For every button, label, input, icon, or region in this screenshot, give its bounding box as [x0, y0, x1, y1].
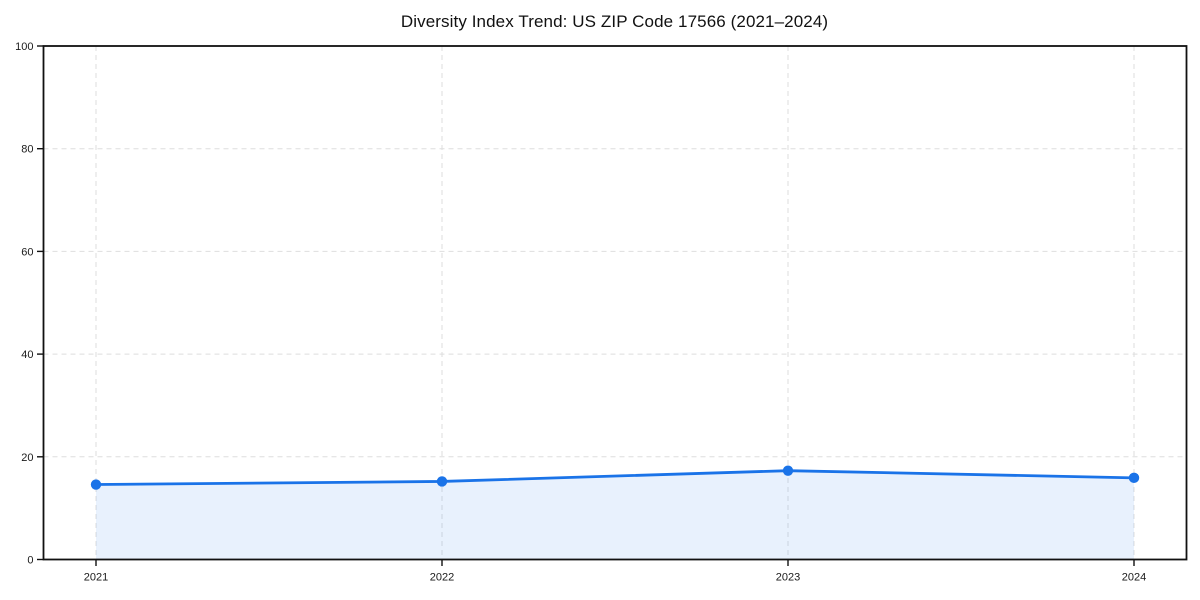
x-tick-label: 2022: [430, 572, 454, 584]
data-point: [782, 465, 794, 476]
y-tick-label: 80: [21, 144, 33, 156]
data-point: [90, 479, 102, 490]
y-tick-label: 0: [27, 555, 33, 567]
y-tick-label: 40: [21, 349, 33, 361]
x-tick-label: 2024: [1122, 572, 1146, 584]
y-tick-label: 60: [21, 246, 33, 258]
data-point: [1128, 472, 1140, 484]
x-tick-label: 2023: [776, 572, 800, 584]
area-fill: [96, 470, 1134, 560]
trend-line: [94, 469, 1136, 486]
data-point: [436, 476, 448, 487]
y-tick-label: 20: [21, 452, 33, 464]
x-tick-label: 2021: [84, 572, 108, 584]
y-tick-label: 100: [15, 41, 33, 53]
chart-title: Diversity Index Trend: US ZIP Code 17566…: [400, 12, 829, 31]
plot-frame: [42, 45, 1188, 561]
